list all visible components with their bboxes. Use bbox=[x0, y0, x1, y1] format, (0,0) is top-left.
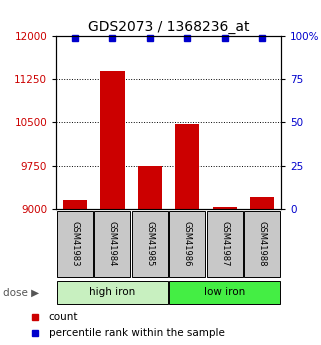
Bar bbox=[100, 71, 125, 209]
Title: GDS2073 / 1368236_at: GDS2073 / 1368236_at bbox=[88, 20, 249, 34]
Bar bbox=[213, 207, 237, 209]
Text: GSM41987: GSM41987 bbox=[220, 221, 229, 267]
Bar bbox=[132, 211, 168, 277]
Text: high iron: high iron bbox=[89, 287, 135, 297]
Bar bbox=[244, 211, 280, 277]
Text: percentile rank within the sample: percentile rank within the sample bbox=[49, 328, 224, 338]
Text: GSM41985: GSM41985 bbox=[145, 221, 154, 267]
Bar bbox=[169, 211, 205, 277]
Text: GSM41988: GSM41988 bbox=[258, 221, 267, 267]
Bar bbox=[94, 211, 130, 277]
Bar bbox=[63, 200, 87, 209]
Text: dose ▶: dose ▶ bbox=[3, 287, 39, 297]
Bar bbox=[175, 124, 199, 209]
Text: low iron: low iron bbox=[204, 287, 245, 297]
Text: GSM41983: GSM41983 bbox=[70, 221, 79, 267]
Bar bbox=[57, 281, 168, 304]
Text: GSM41986: GSM41986 bbox=[183, 221, 192, 267]
Bar bbox=[57, 211, 93, 277]
Text: GSM41984: GSM41984 bbox=[108, 221, 117, 267]
Bar bbox=[138, 166, 162, 209]
Bar bbox=[250, 197, 274, 209]
Bar bbox=[169, 281, 280, 304]
Text: count: count bbox=[49, 312, 78, 322]
Bar bbox=[207, 211, 243, 277]
